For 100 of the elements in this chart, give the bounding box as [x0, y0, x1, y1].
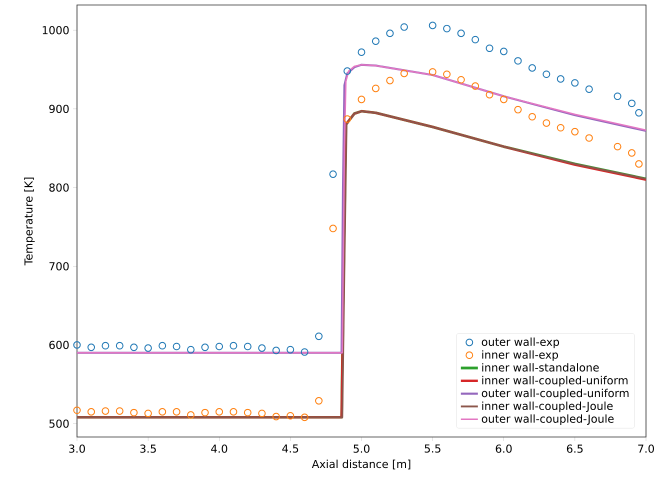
legend-label: outer wall-coupled-uniform — [482, 388, 629, 400]
x-tick-label: 4.5 — [282, 444, 298, 453]
point — [130, 408, 138, 416]
point — [472, 82, 480, 90]
point — [386, 30, 394, 38]
point — [87, 344, 96, 352]
point — [343, 67, 352, 75]
point — [400, 23, 408, 31]
point — [443, 70, 451, 78]
y-tick-label: 500 — [49, 419, 69, 428]
point — [500, 96, 508, 104]
point — [486, 90, 494, 98]
legend-label: inner wall-coupled-uniform — [482, 376, 628, 387]
point — [87, 408, 96, 416]
point — [542, 119, 550, 127]
point — [286, 412, 294, 420]
point — [315, 397, 323, 405]
y-tick-label: 700 — [49, 262, 69, 270]
point — [628, 100, 636, 108]
y-tick-label: 1000 — [42, 26, 69, 34]
point — [144, 344, 152, 352]
point — [457, 76, 465, 84]
point — [472, 36, 480, 44]
point — [585, 85, 593, 93]
legend-label: outer wall-coupled-Joule — [482, 414, 614, 425]
point — [500, 48, 508, 56]
point — [386, 76, 394, 84]
legend-label: inner wall-standalone — [482, 363, 599, 372]
point — [187, 346, 195, 354]
legend-label: inner wall-exp — [482, 350, 558, 361]
x-tick-label: 5.5 — [424, 444, 440, 453]
y-tick-label: 800 — [49, 183, 69, 192]
point — [116, 407, 124, 415]
y-axis-title: Temperature [K] — [24, 178, 35, 266]
point — [329, 170, 337, 178]
point — [73, 406, 81, 414]
point — [571, 79, 579, 87]
point — [300, 348, 308, 356]
x-tick-label: 5.0 — [354, 444, 370, 453]
point — [443, 24, 451, 32]
point — [201, 344, 209, 352]
point — [215, 342, 224, 350]
point — [358, 48, 366, 56]
point — [628, 149, 636, 157]
point — [230, 408, 238, 416]
point — [244, 342, 252, 350]
point — [372, 84, 380, 92]
point — [187, 411, 195, 419]
x-tick-label: 4.0 — [211, 444, 228, 453]
point — [258, 344, 266, 352]
point — [201, 408, 209, 416]
point — [635, 109, 643, 117]
x-tick-label: 6.0 — [496, 444, 512, 453]
point — [542, 70, 550, 78]
x-tick-label: 3.5 — [140, 444, 156, 453]
point — [400, 70, 408, 78]
point — [315, 332, 323, 340]
point — [300, 414, 308, 422]
point — [329, 224, 337, 232]
point — [428, 22, 436, 30]
x-tick-label: 7.0 — [638, 444, 654, 453]
x-tick-label: 3.0 — [69, 444, 85, 453]
point — [230, 342, 238, 350]
point — [130, 344, 138, 352]
point — [343, 115, 352, 123]
point — [556, 124, 564, 132]
point — [102, 342, 110, 350]
point — [457, 30, 465, 38]
point — [614, 142, 622, 150]
point — [215, 408, 224, 416]
point — [514, 106, 522, 114]
point — [614, 92, 622, 100]
point — [172, 408, 180, 416]
point — [272, 346, 280, 354]
x-tick-label: 6.5 — [566, 444, 583, 453]
point — [585, 134, 593, 142]
point — [244, 408, 252, 416]
point — [428, 68, 436, 76]
point — [158, 408, 166, 416]
point — [528, 64, 536, 72]
y-tick-label: 900 — [49, 104, 69, 114]
point — [73, 341, 81, 349]
point — [172, 342, 180, 350]
point — [144, 410, 152, 418]
point — [102, 407, 110, 415]
legend-label: inner wall-coupled-Joule — [482, 402, 613, 412]
point — [571, 128, 579, 136]
point — [116, 342, 124, 350]
x-axis-title: Axial distance [m] — [312, 460, 410, 470]
point — [358, 96, 366, 104]
point — [514, 57, 522, 65]
point — [258, 410, 266, 418]
point — [158, 342, 166, 350]
point — [272, 412, 280, 420]
point — [556, 75, 564, 83]
point — [635, 160, 643, 168]
point — [486, 44, 494, 52]
point — [528, 112, 536, 121]
legend-label: outer wall-exp — [482, 337, 560, 348]
y-tick-label: 600 — [49, 340, 69, 350]
